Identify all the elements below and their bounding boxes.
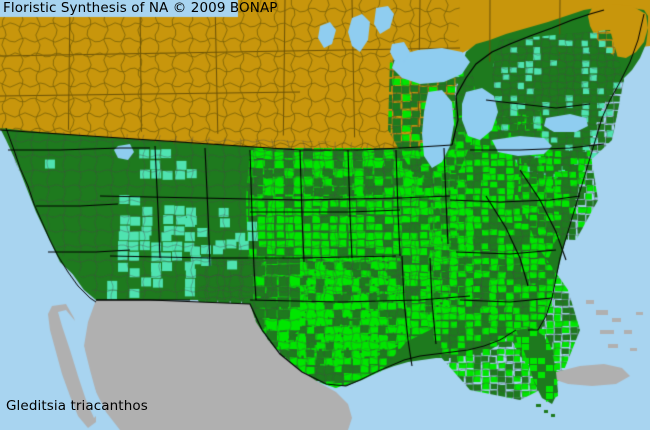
floristic-synthesis-map: Floristic Synthesis of NA © 2009 BONAP G… bbox=[0, 0, 650, 430]
distribution-map-canvas bbox=[0, 0, 650, 430]
